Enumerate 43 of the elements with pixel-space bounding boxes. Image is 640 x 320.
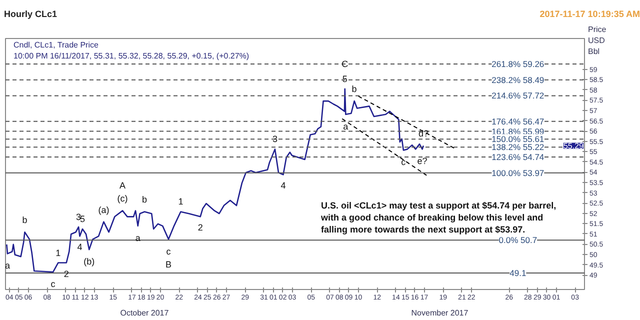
ref-line-label: 150.0% 55.61 — [492, 134, 544, 144]
ref-line-label: 161.8% 55.99 — [492, 126, 544, 136]
annotation: (c) — [117, 194, 128, 204]
annotation: B — [166, 259, 172, 270]
text: Cndl, CLc1, Trade Price 10:00 PM 16/11/2017, 55.31, 55.32, 55.28, 55.29, +0.15, (+0.27%) — [14, 40, 250, 60]
ref-line-label: 0.0% 50.7 — [498, 235, 538, 246]
ref-line-label: 176.4% 56.47 — [492, 116, 544, 126]
ref-line-label: 123.6% 54.74 — [492, 152, 544, 162]
annotation: 4 — [77, 242, 82, 252]
text: November 2017 — [411, 308, 469, 318]
annotation: (b) — [84, 256, 95, 267]
annotation: 4 — [280, 180, 286, 191]
ref-line-label: 100.0% 53.97 — [492, 168, 544, 178]
ref-line-label: 138.2% 55.22 — [492, 142, 544, 152]
annotation: 2 — [198, 222, 203, 233]
annotation: 55.29 — [563, 142, 584, 151]
text: 2017-11-17 10:19:35 AM — [540, 8, 640, 21]
annotation: (a) — [98, 204, 110, 215]
annotation: 3 — [272, 134, 278, 144]
ref-line-label: 238.2% 58.49 — [492, 74, 544, 85]
annotation: b — [352, 84, 357, 94]
chart-title: Hourly CLc1 — [4, 9, 58, 19]
annotation: 5 — [80, 214, 86, 224]
annotation: 3 — [76, 212, 82, 222]
annotation: A — [120, 180, 126, 191]
ref-line-label: 214.6% 57.72 — [492, 90, 544, 101]
annotation: c — [166, 246, 172, 256]
annotation: C — [342, 58, 349, 69]
annotation: d? — [418, 128, 428, 139]
annotation: b — [142, 194, 148, 205]
annotation: e? — [417, 156, 428, 166]
y-axis-title: Price USD Bbl — [588, 24, 606, 57]
annotation: U.S. oil <CLc1> may test a support at $54.74 per barrel, with a good chance of breaking below this level and falling more towards the next support at $53.97. — [320, 200, 556, 234]
text: October 2017 — [120, 308, 170, 318]
annotation: 1 — [178, 196, 184, 207]
annotation: c — [401, 157, 406, 168]
annotation: a — [343, 121, 348, 132]
ref-line-label: 261.8% 59.26 — [492, 59, 544, 70]
ref-line-label: 49.1 — [510, 268, 526, 278]
annotation: c — [50, 279, 56, 290]
annotation: b — [22, 215, 28, 226]
annotation: 1 — [56, 248, 61, 258]
annotation: a — [4, 260, 10, 271]
